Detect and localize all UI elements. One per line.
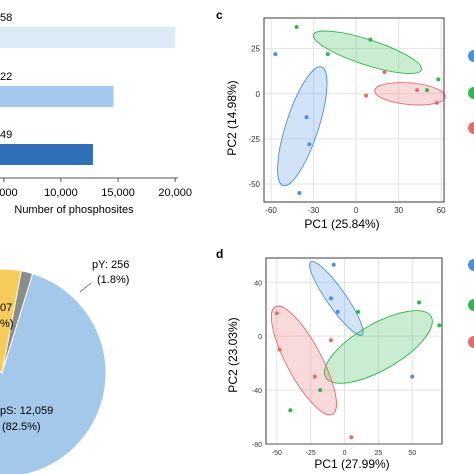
y-tick-label-1: -40	[252, 388, 262, 395]
point-0-1	[304, 115, 309, 120]
bar-0	[0, 27, 176, 48]
bar-1	[0, 86, 114, 107]
point-2-3	[277, 347, 282, 352]
point-1-4	[436, 77, 441, 82]
point-2-2	[312, 374, 317, 379]
bar-value-label-2: 49	[0, 129, 12, 141]
bar-2	[0, 144, 93, 165]
x-tick-label-4: 50	[408, 450, 416, 457]
x-tick-label-0: -50	[272, 450, 282, 457]
y-tick-label-3: 40	[254, 280, 262, 287]
pie-pct-ps: (82.5%)	[2, 421, 41, 433]
pca-plot-d: -50 -25 0 25 50 -80 -40 0 40	[252, 257, 443, 457]
bar-value-label-0: 58	[0, 12, 12, 24]
panel-label-d: d	[216, 247, 223, 261]
y-tick-label-0: -80	[252, 442, 262, 449]
legend-swatch-0	[468, 50, 474, 62]
x-tick-label-2: 0	[343, 450, 347, 457]
x-tick-label-4: 60	[437, 206, 446, 215]
pie-label-py: pY: 256	[92, 259, 129, 271]
point-2-0	[274, 311, 279, 316]
legend-c	[468, 50, 474, 134]
plot-frame	[265, 257, 443, 445]
point-1-1	[325, 52, 330, 57]
point-1-0	[294, 25, 299, 30]
point-2-4	[349, 435, 354, 440]
point-2-1	[328, 338, 333, 343]
legend-swatch-1	[468, 299, 474, 311]
x-tick-label-3: 30	[394, 206, 403, 215]
plot-frame	[263, 17, 445, 203]
point-2-3	[434, 100, 439, 105]
point-2-2	[415, 88, 420, 93]
pie-label-ps: pS: 12,059	[0, 405, 53, 417]
pie-slice-1	[0, 268, 22, 375]
x-tick-label-1: -30	[308, 206, 320, 215]
point-1-4	[437, 323, 442, 328]
pie-slices	[0, 268, 107, 474]
bar-x-tick-label-2: 15,000	[101, 187, 135, 199]
point-0-0	[331, 262, 336, 267]
bar-ticks: 5,000 10,000 15,000 20,000	[0, 178, 192, 199]
pca-d-x-label: PC1 (27.99%)	[314, 457, 389, 471]
y-tick-label-3: 25	[251, 45, 260, 54]
x-tick-label-3: 25	[374, 450, 382, 457]
bar-x-tick-label-0: 5,000	[0, 187, 18, 199]
pie-pct-pt: %)	[0, 318, 13, 330]
bar-chart-panel: 58 22 49 5,000 10,000 15,000 20,000 Number of…	[0, 12, 192, 216]
x-tick-label-1: -25	[306, 450, 316, 457]
point-1-1	[416, 300, 421, 305]
point-0-2	[335, 309, 340, 314]
point-2-1	[364, 93, 369, 98]
x-tick-label-2: 0	[354, 206, 359, 215]
confidence-ellipse-0	[309, 260, 364, 336]
bar-x-tick-label-1: 10,000	[44, 187, 78, 199]
y-tick-label-0: -50	[248, 180, 260, 189]
pie-pct-py: (1.8%)	[97, 274, 129, 286]
pca-plot-c: -60 -30 0 30 60 -50 -25 0 25	[248, 17, 446, 215]
point-0-3	[297, 190, 302, 195]
confidence-ellipse-1	[323, 310, 433, 384]
y-tick-label-1: -25	[248, 135, 260, 144]
legend-swatch-2	[468, 336, 474, 348]
bar-x-axis-label: Number of phosphosites	[14, 204, 134, 216]
point-0-0	[273, 52, 278, 57]
point-0-2	[307, 142, 312, 147]
pca-d-y-label: PC2 (23.03%)	[226, 317, 240, 392]
confidence-ellipse-2	[270, 305, 337, 416]
pie-chart-panel: pY: 256 (1.8%) 07 %) pS: 12,059 (82.5%)	[0, 259, 129, 474]
bar-marks: 58 22 49	[0, 12, 176, 165]
legend-swatch-1	[468, 87, 474, 99]
y-tick-label-2: 0	[258, 334, 262, 341]
x-tick-label-0: -60	[265, 206, 277, 215]
panel-label-c: c	[216, 8, 223, 22]
point-2-0	[382, 70, 387, 75]
y-tick-label-2: 0	[256, 90, 261, 99]
legend-d	[468, 259, 474, 348]
pie-leader-line	[79, 282, 92, 293]
bar-x-tick-label-3: 20,000	[158, 187, 192, 199]
point-1-2	[288, 408, 293, 413]
point-1-2	[368, 37, 373, 42]
point-1-0	[356, 309, 361, 314]
pca-c-x-label: PC1 (25.84%)	[304, 217, 379, 231]
point-1-3	[318, 388, 323, 393]
point-0-1	[328, 296, 333, 301]
point-0-3	[410, 374, 415, 379]
legend-swatch-2	[468, 122, 474, 134]
confidence-ellipse-2	[374, 82, 446, 106]
pca-c-y-label: PC2 (14.98%)	[225, 80, 239, 155]
pie-label-pt: 07	[0, 302, 12, 314]
confidence-ellipse-0	[277, 66, 328, 187]
point-1-3	[424, 88, 429, 93]
legend-swatch-0	[468, 259, 474, 271]
bar-value-label-1: 22	[0, 71, 12, 83]
